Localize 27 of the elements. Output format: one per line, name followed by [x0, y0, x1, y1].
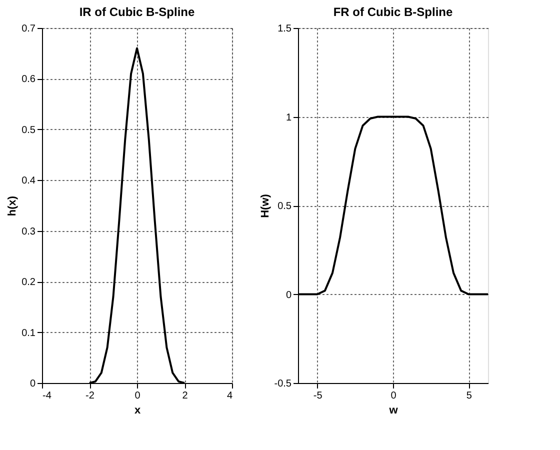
- chart-title: FR of Cubic B-Spline: [333, 5, 453, 19]
- y-tick-label: 0.1: [22, 328, 36, 339]
- x-axis-title: w: [388, 404, 398, 416]
- x-tick-label: -2: [86, 390, 95, 402]
- y-tick-label: 0.4: [22, 176, 36, 187]
- y-tick-label: 1.5: [278, 24, 292, 34]
- y-axis-title: h(x): [6, 196, 19, 216]
- y-tick-label: 0.2: [22, 277, 36, 288]
- x-axis-title: x: [134, 404, 142, 416]
- y-tick-label: 0.6: [22, 74, 36, 86]
- x-tick-label: 5: [466, 390, 472, 402]
- chart-title: IR of Cubic B-Spline: [79, 5, 195, 19]
- y-axis-title: H(w): [259, 194, 272, 218]
- y-tick-label: 0.5: [22, 124, 36, 136]
- x-tick-label: 4: [226, 390, 233, 402]
- x-tick-label: -5: [313, 390, 323, 402]
- y-tick-label: 0: [30, 378, 36, 390]
- x-tick-label: 0: [390, 390, 397, 402]
- y-tick-label: 1: [286, 112, 292, 124]
- x-tick-label: -4: [42, 390, 52, 402]
- y-tick-label: 0: [286, 290, 292, 301]
- x-tick-label: 2: [182, 390, 188, 402]
- y-tick-label: 0.7: [22, 24, 36, 34]
- y-tick-label: -0.5: [274, 378, 292, 390]
- y-tick-label: 0.3: [22, 226, 36, 238]
- x-tick-label: 0: [134, 390, 141, 402]
- y-tick-label: 0.5: [278, 201, 292, 212]
